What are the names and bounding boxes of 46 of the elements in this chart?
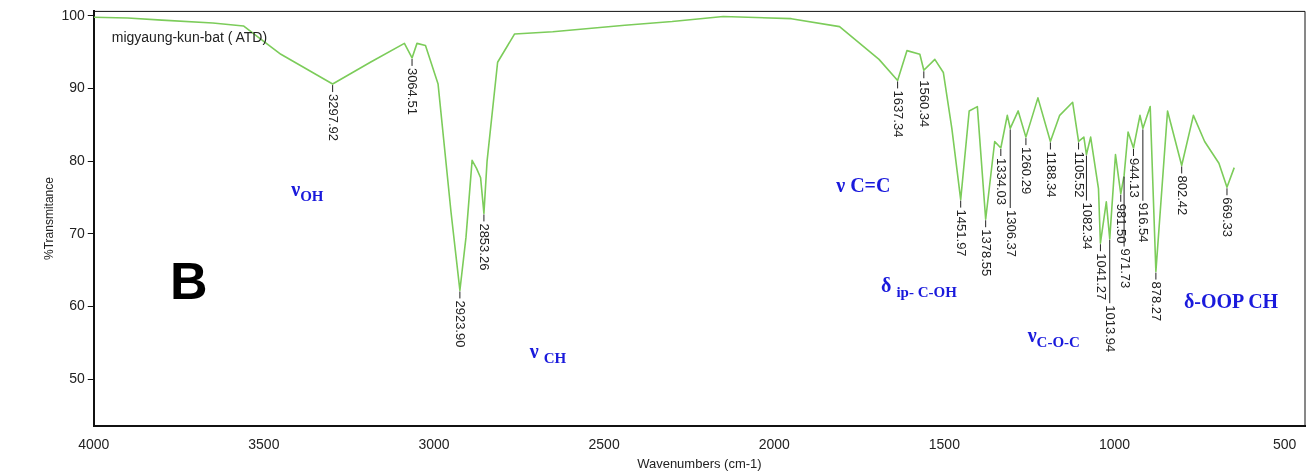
annotation: 971.73 (1117, 248, 1133, 289)
annotation: 1082.34 (1079, 202, 1095, 250)
x-tick-label: 500 (1272, 435, 1297, 452)
annotation: 944.13 (1126, 158, 1142, 198)
annotation: 1306.37 (1003, 210, 1019, 258)
annotation: 1188.34 (1043, 151, 1059, 198)
y-axis-title: %Transmitance (41, 176, 56, 260)
annotation: 1013.94 (1103, 305, 1119, 353)
annotation: 1260.29 (1019, 147, 1035, 195)
annotation: 1041.27 (1093, 253, 1109, 301)
x-axis-title: Wavenumbers (cm-1) (637, 455, 762, 471)
annotation: 981.50 (1114, 203, 1130, 244)
y-tick-label: 90 (69, 79, 85, 96)
x-tick-label: 1000 (1098, 435, 1131, 452)
x-tick-label: 2500 (588, 435, 620, 452)
annotation: 878.27 (1149, 281, 1165, 322)
x-tick-label: 3500 (248, 435, 280, 452)
annotation: δ $_{ip- C-OH}$ (881, 273, 957, 301)
y-tick-label: 60 (69, 297, 85, 314)
y-tick-label: 70 (69, 224, 85, 241)
annotation: 1334.03 (994, 158, 1010, 206)
annotation: 916.54 (1136, 202, 1152, 243)
x-tick-label: 4000 (78, 435, 110, 452)
x-tick-label: 2000 (758, 435, 791, 452)
annotation: 1378.55 (979, 229, 995, 277)
annotation: ν$_{C-O-C}$ (1027, 323, 1080, 351)
annotation: 802.42 (1175, 175, 1191, 216)
annotation: ν$_{OH}$ (291, 177, 324, 205)
x-tick-label: 1500 (928, 435, 961, 452)
annotation: 1560.34 (917, 80, 933, 128)
y-tick-label: 100 (61, 6, 85, 23)
y-tick-label: 50 (69, 369, 85, 386)
x-tick-label: 3000 (418, 435, 450, 452)
annotation: 3297.92 (326, 94, 342, 142)
annotation: 669.33 (1220, 197, 1236, 238)
annotation: 1637.34 (891, 90, 907, 138)
annotation: ν $_{CH}$ (529, 339, 567, 367)
annotation: 3064.51 (405, 67, 421, 115)
annotation: 2923.90 (453, 300, 469, 348)
annotation: 2853.26 (477, 223, 493, 271)
annotation: ν C=C (836, 173, 891, 197)
annotation: δ-OOP CH (1183, 289, 1279, 313)
y-tick-label: 80 (69, 151, 85, 168)
annotation: 1451.97 (954, 209, 970, 257)
annotation: 1105.52 (1071, 151, 1087, 198)
annotation: B (170, 250, 208, 311)
